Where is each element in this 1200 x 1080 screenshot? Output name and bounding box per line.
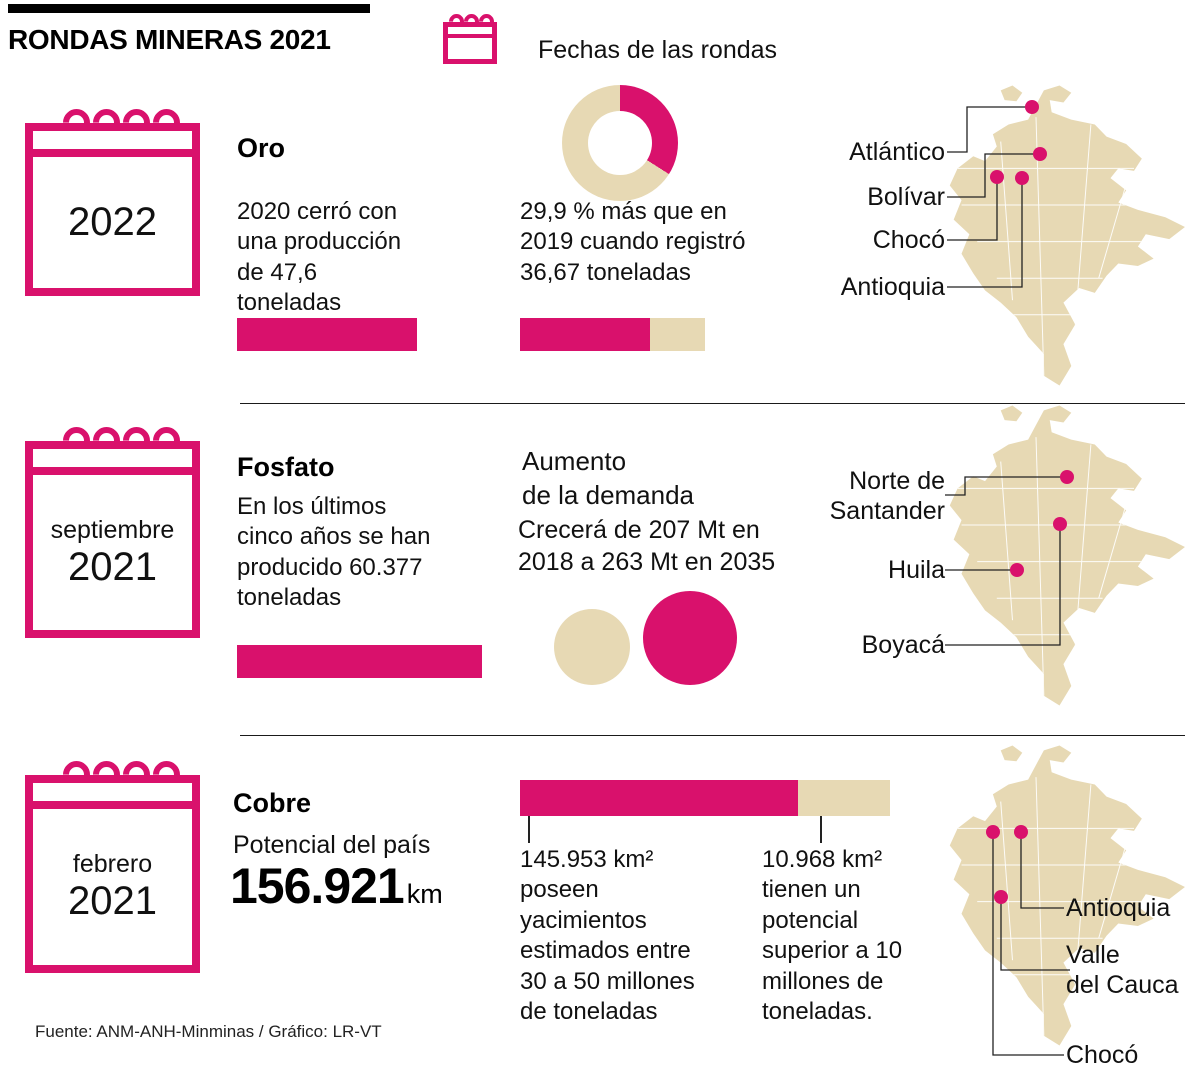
mineral-title-fosfato: Fosfato [237,452,335,482]
map-label-bolivar: Bolívar [867,183,945,211]
map-dot-antioquia [1015,171,1029,185]
legend-label: Fechas de las rondas [538,36,778,64]
calendar-cobre: febrero 2021 [25,755,200,973]
donut-hole [588,111,652,175]
leader-line [1000,902,1070,971]
map-label-antioquia: Antioquia [1066,894,1171,922]
demand-text: Crecerá de 207 Mt en 2018 a 263 Mt en 20… [518,516,776,576]
calendar-header [448,27,492,38]
oro-donut [562,85,678,201]
calendar-month: febrero [72,850,153,878]
potential-number: 156.921 [230,858,405,914]
calendar-box: febrero 2021 [25,775,200,973]
map-dot-bolivar [1033,147,1047,161]
map-label-huila: Huila [888,556,945,584]
oro-accent-bar [237,318,417,351]
map-label-antioquia: Antioquia [840,273,945,301]
calendar-body: 2022 [33,157,192,288]
section-divider [240,403,1185,404]
oro-description: 2020 cerró con una producción de 47,6 to… [237,198,402,317]
calendar-oro: 2022 [25,103,200,296]
map-dot-choco [990,170,1004,184]
cobre-area-minor-text: 10.968 km² tienen un potencial superior … [762,846,903,1026]
mineral-title-oro: Oro [237,133,286,163]
colombia-map-svg [947,85,1200,400]
map-label-valle-del-cauca: Valle del Cauca [1066,941,1179,999]
leader-line [947,153,1034,198]
calendar-month: septiembre [50,515,175,544]
demand-circle-1 [643,591,737,685]
fosfato-description: En los últimos cinco años se han produci… [237,493,431,612]
bar-segment-tan [797,780,890,816]
colombia-map-svg [830,745,1200,1056]
calendar-header [33,449,192,475]
leader-line [992,837,1064,1056]
leader-line [947,183,1023,288]
calendar-body: febrero 2021 [33,809,192,965]
calendar-legend-icon [443,10,498,64]
leader-line [945,476,1061,496]
section-cobre: febrero 2021 Cobre Potencial del país 15… [0,745,1200,1080]
fosfato-accent-bar [237,645,482,678]
potential-unit: km [406,879,443,909]
calendar-box: 2022 [25,123,200,296]
cobre-area-bar [520,780,890,816]
section-divider [240,735,1185,736]
map-dot-huila [1010,563,1024,577]
bar-segment-tan [649,318,705,351]
map-dot-valle-del-cauca [994,890,1008,904]
map-dot-choco [986,825,1000,839]
bar-segment-pink [520,318,650,351]
leader-line [947,106,1026,153]
section-oro: 2022 Oro 2020 cerró con una producción d… [0,85,1200,405]
map-dot-norte-de-santander [1060,470,1074,484]
map-oro: Atlántico Bolívar Chocó Antioquia [830,85,1200,400]
leader-line [947,182,998,241]
bar-callout-tick [820,816,822,843]
demand-title: Aumento de la demanda [522,446,695,510]
calendar-box [443,22,497,64]
bar-segment-pink [520,780,798,816]
section-fosfato: septiembre 2021 Fosfato En los últimos c… [0,405,1200,735]
map-label-norte-de-santander: Norte de Santander [829,467,945,525]
calendar-header [33,783,192,809]
calendar-year: 2021 [68,879,157,923]
potential-label: Potencial del país [233,831,431,859]
map-label-atlantico: Atlántico [849,138,945,166]
map-dot-antioquia [1014,825,1028,839]
cobre-area-major-text: 145.953 km² poseen yacimientos estimados… [520,846,695,1026]
calendar-body: septiembre 2021 [33,475,192,630]
bar-callout-tick [528,816,530,843]
map-fosfato: Norte de Santander Huila Boyacá [830,405,1200,705]
calendar-year: 2021 [68,544,157,589]
title-underline-bar [8,4,370,13]
map-dot-atlantico [1025,100,1039,114]
oro-comparison-bar [520,318,705,351]
map-label-choco: Chocó [1066,1041,1139,1069]
colombia-map-svg [945,405,1200,705]
map-label-choco: Chocó [872,226,945,254]
leader-line [1020,837,1064,909]
leader-line [945,530,1061,646]
map-dot-boyaca [1053,517,1067,531]
oro-comparison-text: 29,9 % más que en 2019 cuando registró 3… [520,198,746,286]
map-cobre: Antioquia Valle del Cauca Chocó [830,745,1200,1080]
calendar-header [33,131,192,157]
mineral-title-cobre: Cobre [233,788,312,818]
calendar-fosfato: septiembre 2021 [25,421,200,638]
calendar-box: septiembre 2021 [25,441,200,638]
source-credit: Fuente: ANM-ANH-Minminas / Gráfico: LR-V… [35,1022,382,1041]
potential-value: 156.921 km [230,857,443,915]
map-label-boyaca: Boyacá [861,631,945,659]
page-title: RONDAS MINERAS 2021 [8,24,331,55]
demand-circle-0 [554,609,630,685]
calendar-year: 2022 [68,200,157,244]
